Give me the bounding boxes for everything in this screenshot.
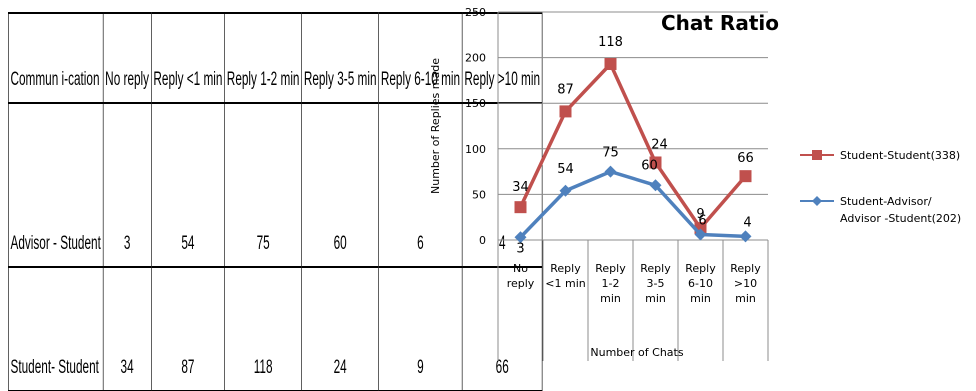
x-tick-label: Reply 3-5 min xyxy=(640,262,671,305)
x-tick-label: No reply xyxy=(507,262,535,290)
table-cell: 54 xyxy=(150,103,225,268)
table-cell: 34 xyxy=(102,267,152,391)
y-tick-label: 100 xyxy=(465,143,486,156)
y-tick-label: 150 xyxy=(465,97,486,110)
data-label: 118 xyxy=(598,35,623,50)
legend-marker xyxy=(812,196,822,206)
header-cell: Commun i-cation xyxy=(8,12,104,104)
row-label: Student- Student xyxy=(8,267,104,391)
data-point xyxy=(739,170,752,183)
data-point xyxy=(559,184,572,197)
x-tick-label: Reply <1 min xyxy=(545,262,585,290)
data-label: 87 xyxy=(557,82,574,97)
x-tick-label: Reply 6-10 min xyxy=(685,262,716,305)
header-cell: Reply <1 min xyxy=(150,12,225,104)
data-label: 66 xyxy=(737,151,754,166)
data-label: 75 xyxy=(602,146,619,161)
data-label: 4 xyxy=(743,215,751,230)
data-label: 34 xyxy=(512,180,529,195)
header-cell: Reply 1-2 min xyxy=(224,12,302,104)
chart-title: Chat Ratio xyxy=(661,11,779,35)
y-tick-label: 0 xyxy=(479,234,486,247)
y-tick-label: 200 xyxy=(465,52,486,65)
data-label: 54 xyxy=(557,162,574,177)
table-cell: 3 xyxy=(102,103,152,268)
header-cell: No reply xyxy=(102,12,152,104)
table-cell: 60 xyxy=(301,103,379,268)
x-tick-label: Reply >10 min xyxy=(730,262,761,305)
table-cell: 87 xyxy=(150,267,225,391)
legend-label: Student-Advisor/Advisor -Student(202) xyxy=(840,195,961,225)
legend-label: Student-Student(338) xyxy=(840,149,960,162)
row-label: Advisor - Student xyxy=(8,103,104,268)
table-cell: 6 xyxy=(378,103,463,268)
line-chart: 0 50 100 150 200 250 No reply Reply <1 min Reply 1-… xyxy=(429,6,961,361)
y-axis-title: Number of Replies made xyxy=(429,58,442,194)
data-point xyxy=(649,179,662,192)
data-point xyxy=(559,105,572,118)
data-point xyxy=(649,156,662,169)
series-line xyxy=(518,62,747,230)
header-cell: Reply 3-5 min xyxy=(301,12,379,104)
data-point xyxy=(604,57,617,70)
y-tick-label: 50 xyxy=(472,188,486,201)
data-point xyxy=(514,231,527,244)
series-line xyxy=(519,169,746,239)
data-label: 9 xyxy=(696,207,704,222)
data-point xyxy=(694,228,707,241)
x-axis-title: Number of Chats xyxy=(590,346,683,359)
legend-marker xyxy=(812,150,822,160)
data-point xyxy=(739,230,752,243)
data-point xyxy=(514,201,527,214)
table-cell: 118 xyxy=(224,267,302,391)
data-label: 24 xyxy=(651,137,668,152)
table-cell: 75 xyxy=(224,103,302,268)
data-point xyxy=(604,165,617,178)
y-tick-label: 250 xyxy=(465,6,486,19)
data-label: 60 xyxy=(641,158,658,173)
data-label: 6 xyxy=(698,214,706,229)
data-label: 3 xyxy=(516,241,524,256)
x-tick-label: Reply 1-2 min xyxy=(595,262,626,305)
table-cell: 24 xyxy=(301,267,379,391)
